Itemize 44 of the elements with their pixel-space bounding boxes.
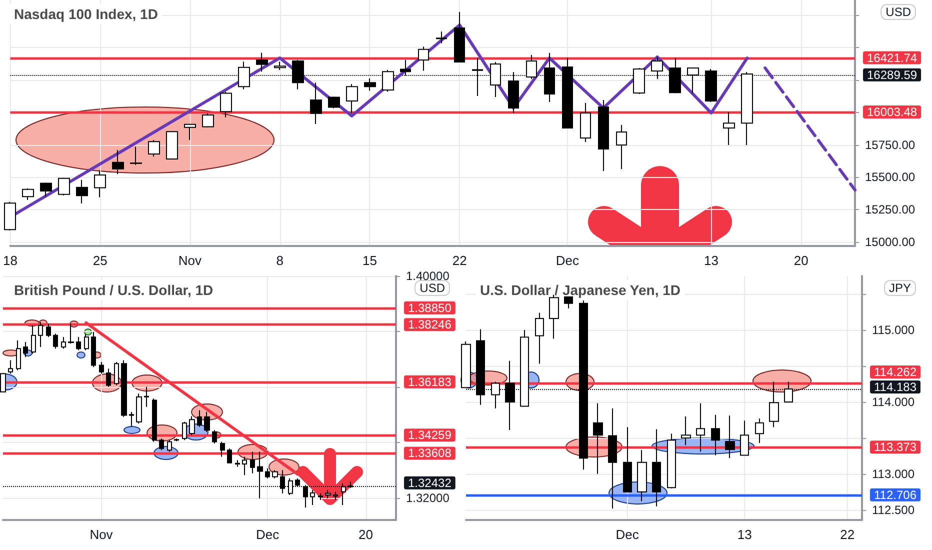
x-tick-label: 22	[452, 253, 467, 268]
ref-line-label: 114.183	[874, 380, 917, 394]
ref-line-label: 1.38850	[408, 300, 452, 315]
x-tick-label: Nov	[178, 253, 202, 268]
y-tick-label: 15500.00	[865, 170, 916, 184]
x-tick-label: Dec	[256, 527, 280, 542]
y-tick-label: 1.32000	[406, 490, 450, 505]
ref-line-label: 16003.48	[867, 104, 918, 119]
x-tick-label: Dec	[556, 253, 580, 268]
ref-line-label: 1.38246	[408, 318, 452, 332]
ref-line-label: 114.262	[874, 364, 917, 379]
y-tick-label: 115.000	[872, 322, 915, 337]
ref-line-label: 16421.74	[867, 50, 918, 65]
y-tick-label: 113.000	[872, 466, 915, 481]
ref-line-label: 1.34259	[408, 428, 452, 442]
ref-line-label: 1.33608	[408, 446, 452, 460]
x-tick-label: 20	[794, 253, 808, 268]
x-tick-label: 8	[276, 253, 284, 268]
y-tick-label: 114.000	[872, 394, 915, 409]
x-tick-label: 13	[737, 527, 752, 542]
x-tick-label: Dec	[616, 527, 640, 542]
x-tick-label: Nov	[90, 527, 114, 542]
x-tick-label: 15	[362, 253, 377, 268]
y-tick-label: 15250.00	[865, 202, 916, 217]
x-tick-label: 25	[92, 253, 108, 268]
y-tick-label: 1.40000	[406, 269, 450, 283]
ref-line-label: 1.32432	[408, 476, 452, 490]
text: USD	[420, 281, 446, 295]
y-tick-label: 15750.00	[865, 138, 916, 152]
text: JPY	[888, 281, 912, 295]
x-tick-label: 18	[2, 253, 18, 268]
ref-line-label: 16289.59	[867, 68, 918, 82]
chart-title: British Pound / U.S. Dollar, 1D	[14, 282, 214, 298]
x-tick-label: 20	[358, 527, 374, 542]
text: USD	[886, 5, 912, 19]
chart-title: Nasdaq 100 Index, 1D	[14, 6, 158, 22]
y-tick-label: 112.500	[872, 502, 915, 517]
ref-line-label: 1.36183	[408, 374, 452, 389]
chart-title: U.S. Dollar / Japanese Yen, 1D	[480, 282, 680, 298]
x-tick-label: 13	[704, 253, 718, 268]
x-tick-label: 22	[840, 527, 855, 542]
y-tick-label: 15000.00	[865, 234, 916, 249]
ref-line-label: 112.706	[874, 488, 917, 502]
ref-line-label: 113.373	[874, 440, 917, 454]
